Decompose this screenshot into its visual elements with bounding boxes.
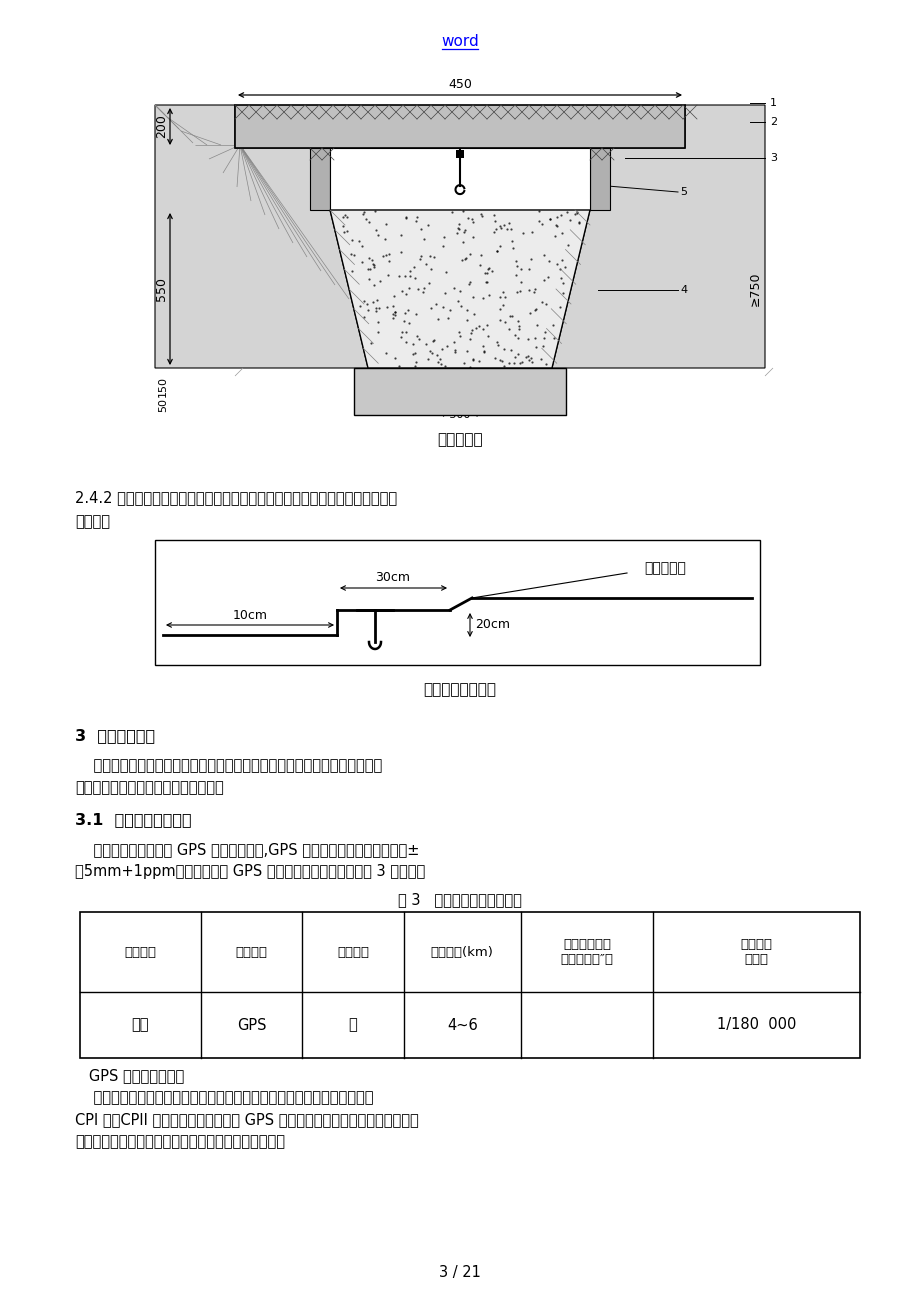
Text: 2.4.2 洞内控制网，根据现场实际情况，将导线点埋设在仰拱填充面上，如如下: 2.4.2 洞内控制网，根据现场实际情况，将导线点埋设在仰拱填充面上，如如下 bbox=[75, 490, 397, 505]
Text: 洞口联系边方: 洞口联系边方 bbox=[562, 937, 610, 950]
Polygon shape bbox=[234, 105, 685, 148]
Polygon shape bbox=[354, 368, 565, 415]
Bar bbox=[456, 150, 463, 158]
Text: 仰拱填充面: 仰拱填充面 bbox=[643, 561, 686, 575]
Text: CPI 点、CPII 点以与线路水准基点按 GPS 二等控制网加密控制，形成洞外独立: CPI 点、CPII 点以与线路水准基点按 GPS 二等控制网加密控制，形成洞外… bbox=[75, 1112, 418, 1128]
Text: 标石断面图: 标石断面图 bbox=[437, 432, 482, 448]
Text: 图所示：: 图所示： bbox=[75, 514, 110, 529]
Text: 表 3   平面控制测量设计要求: 表 3 平面控制测量设计要求 bbox=[398, 892, 521, 907]
Text: 测量方法: 测量方法 bbox=[235, 945, 267, 958]
Text: 5: 5 bbox=[679, 187, 686, 197]
Text: 250: 250 bbox=[448, 158, 471, 171]
Text: 洞外平面控制网原如此上沿隧道出口连线方向布设，根据设计单位提供的: 洞外平面控制网原如此上沿隧道出口连线方向布设，根据设计单位提供的 bbox=[75, 1090, 373, 1105]
Polygon shape bbox=[154, 105, 368, 368]
Text: 4~6: 4~6 bbox=[447, 1017, 477, 1032]
Text: 洞外: 洞外 bbox=[131, 1017, 149, 1032]
Text: 测量部位: 测量部位 bbox=[124, 945, 156, 958]
Text: 550: 550 bbox=[154, 277, 168, 301]
Text: word: word bbox=[440, 34, 479, 49]
Text: 3: 3 bbox=[769, 154, 777, 163]
Text: 30cm: 30cm bbox=[375, 572, 410, 585]
Text: 3.1  洞外平面控制测量: 3.1 洞外平面控制测量 bbox=[75, 812, 191, 827]
Polygon shape bbox=[310, 148, 330, 210]
Text: 150: 150 bbox=[158, 376, 168, 397]
Text: 适用长度(km): 适用长度(km) bbox=[430, 945, 494, 958]
Polygon shape bbox=[330, 148, 589, 210]
Text: 4: 4 bbox=[679, 285, 686, 296]
Text: 1: 1 bbox=[769, 98, 777, 108]
Text: 20cm: 20cm bbox=[474, 618, 509, 631]
Polygon shape bbox=[330, 210, 589, 368]
Text: 3 / 21: 3 / 21 bbox=[438, 1264, 481, 1280]
Text: 二: 二 bbox=[348, 1017, 357, 1032]
Polygon shape bbox=[551, 105, 765, 368]
Text: （5mm+1ppm）。隧道洞外 GPS 平面控制测量等级应符合表 3 的要求。: （5mm+1ppm）。隧道洞外 GPS 平面控制测量等级应符合表 3 的要求。 bbox=[75, 865, 425, 879]
Text: 50: 50 bbox=[158, 398, 168, 411]
Text: ≥750: ≥750 bbox=[748, 272, 761, 306]
Text: 边长相对: 边长相对 bbox=[740, 937, 772, 950]
Text: 1/180  000: 1/180 000 bbox=[716, 1017, 796, 1032]
Text: 中误差: 中误差 bbox=[743, 953, 767, 966]
Text: 向中误差（″）: 向中误差（″） bbox=[560, 953, 613, 966]
Text: ←300→: ←300→ bbox=[439, 410, 480, 421]
Bar bbox=[80, 911, 859, 1059]
Text: 450: 450 bbox=[448, 78, 471, 91]
Text: 洞内导线点断面图: 洞内导线点断面图 bbox=[423, 682, 496, 698]
Text: 2: 2 bbox=[769, 117, 777, 128]
Polygon shape bbox=[589, 148, 609, 210]
Text: 3  洞外控制测量: 3 洞外控制测量 bbox=[75, 728, 155, 743]
Bar bbox=[154, 540, 759, 665]
Text: 汤南隧道，结合本工程实际情况，施工采用进出口进洞双向掘进的方法，本: 汤南隧道，结合本工程实际情况，施工采用进出口进洞双向掘进的方法，本 bbox=[75, 758, 381, 773]
Text: 10cm: 10cm bbox=[233, 609, 267, 622]
Text: 次隧道控制测量在进出口布设控制点。: 次隧道控制测量在进出口布设控制点。 bbox=[75, 780, 223, 796]
Text: 控制网系统，然后在洞内布设主副导线进展控制测量。: 控制网系统，然后在洞内布设主副导线进展控制测量。 bbox=[75, 1134, 285, 1148]
Text: 平面控制网测量采用 GPS 静态测量模式,GPS 接收机的标称精度指标符合±: 平面控制网测量采用 GPS 静态测量模式,GPS 接收机的标称精度指标符合± bbox=[75, 842, 419, 857]
Text: 测量等级: 测量等级 bbox=[336, 945, 369, 958]
Text: GPS 洞外控制网布设: GPS 洞外控制网布设 bbox=[75, 1068, 184, 1083]
Text: 200: 200 bbox=[154, 115, 168, 138]
Text: GPS: GPS bbox=[236, 1017, 267, 1032]
